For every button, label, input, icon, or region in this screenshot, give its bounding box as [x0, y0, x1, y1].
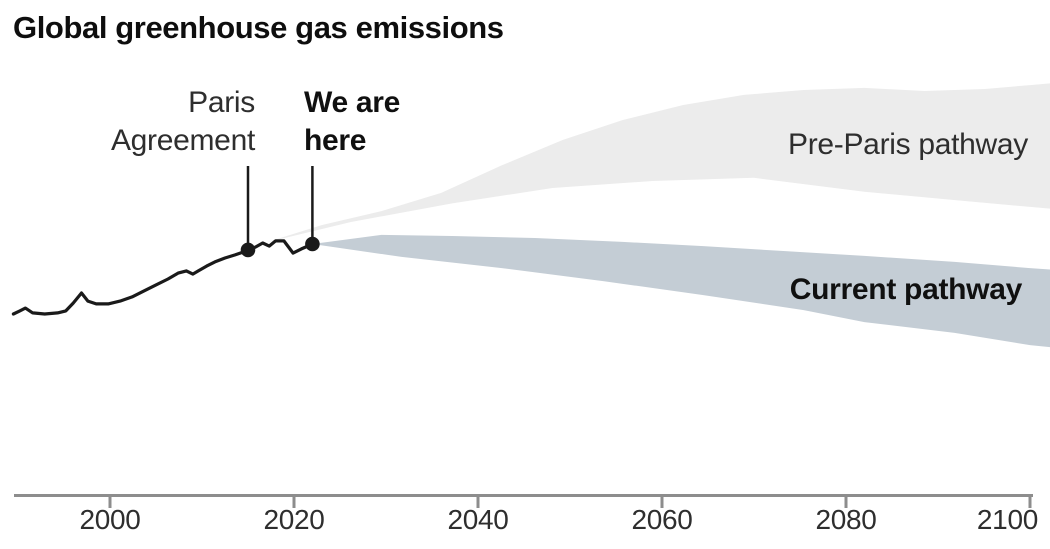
current-pathway-label: Current pathway: [789, 273, 1023, 306]
we-are-here-label-line2: here: [304, 124, 367, 157]
x-axis-tick-label-2020: 2020: [263, 504, 325, 535]
x-axis-tick-label-2080: 2080: [815, 504, 877, 535]
we-are-here-label: We are here: [304, 84, 400, 160]
we-are-here-label-line1: We are: [304, 86, 401, 119]
marker-dot-1: [305, 236, 320, 252]
x-axis-tick-label-2060: 2060: [631, 504, 693, 535]
marker-dot-0: [240, 242, 256, 258]
historical-emissions-line: [11, 239, 314, 316]
pre-paris-pathway-band: [265, 83, 1050, 243]
x-axis-tick-label-2100: 2100: [976, 504, 1038, 535]
x-axis-tick-label-2000: 2000: [79, 504, 141, 535]
paris-agreement-label-line2: Agreement: [110, 124, 255, 157]
paris-agreement-label: Paris Agreement: [55, 84, 255, 160]
current-pathway-band: [312, 234, 1050, 348]
paris-agreement-label-line1: Paris: [188, 86, 255, 119]
chart-title: Global greenhouse gas emissions: [13, 10, 504, 45]
pre-paris-pathway-label: Pre-Paris pathway: [788, 128, 1028, 161]
x-axis-tick-label-2040: 2040: [447, 504, 509, 535]
